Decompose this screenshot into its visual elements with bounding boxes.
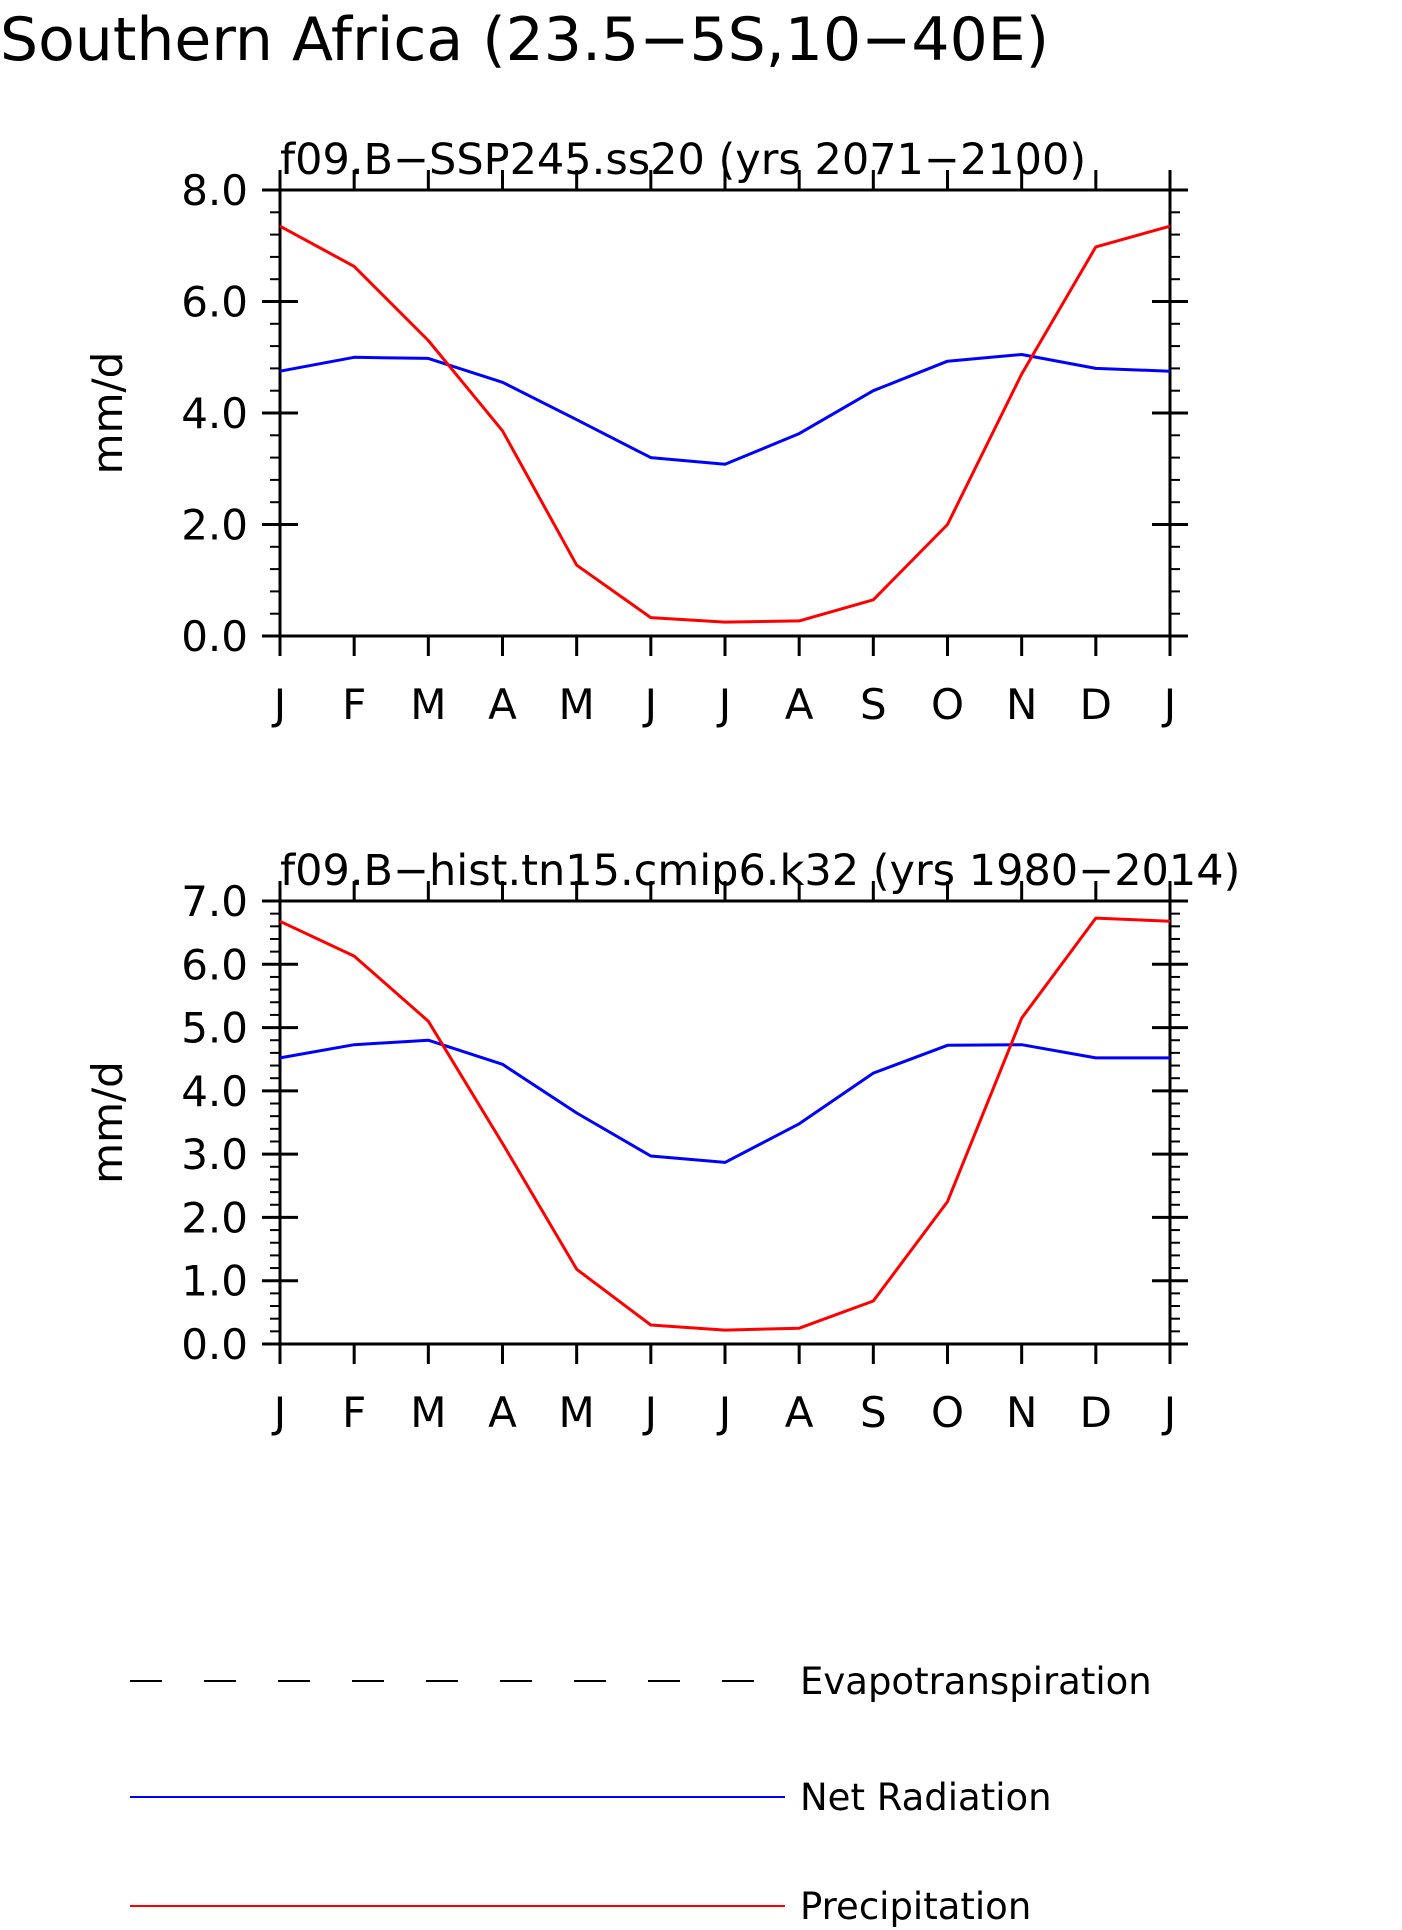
panel1-ytick-label: 5.0 bbox=[181, 1004, 248, 1053]
panel1-xtick-label: J bbox=[271, 1388, 286, 1437]
y-axis-label: mm/d bbox=[83, 352, 132, 475]
panel1-ytick-label: 1.0 bbox=[181, 1257, 248, 1306]
plot-frame bbox=[278, 899, 1172, 1346]
chart-title-ssp245: f09.B−SSP245.ss20 (yrs 2071−2100) bbox=[280, 135, 1086, 185]
panel0-xtick-label: M bbox=[559, 680, 595, 729]
series-line-precipitation bbox=[279, 224, 1171, 624]
series-line-net-radiation bbox=[279, 1038, 1170, 1164]
panel0-xtick-label: A bbox=[785, 680, 814, 729]
panel1-xtick-label: J bbox=[1161, 1388, 1176, 1437]
panel0-xtick-label: J bbox=[1161, 680, 1176, 729]
panel1-xtick-label: A bbox=[488, 1388, 517, 1437]
legend-item-net-radiation: Net Radiation bbox=[130, 1776, 1052, 1819]
panel0-ytick-label: 4.0 bbox=[181, 389, 248, 438]
panel0-xtick-label: J bbox=[642, 680, 657, 729]
series-line-net-radiation bbox=[279, 353, 1171, 466]
legend: Evapotranspiration Net Radiation Precipi… bbox=[130, 1660, 1152, 1928]
legend-item-evapotranspiration: Evapotranspiration bbox=[130, 1660, 1152, 1703]
panel1-xtick-label: J bbox=[716, 1388, 731, 1437]
panel0-xtick-label: N bbox=[1006, 680, 1037, 729]
legend-item-precipitation: Precipitation bbox=[130, 1885, 1031, 1928]
panel0-xtick-label: D bbox=[1080, 680, 1112, 729]
panel0-xtick-label: F bbox=[342, 680, 366, 729]
panel1-xtick-label: A bbox=[785, 1388, 814, 1437]
panel1-xtick-label: M bbox=[559, 1388, 595, 1437]
panel0-xtick-label: S bbox=[860, 680, 887, 729]
panel0-ytick-label: 6.0 bbox=[181, 278, 248, 327]
panel1-xtick-label: N bbox=[1006, 1388, 1037, 1437]
panel0-xtick-label: J bbox=[716, 680, 731, 729]
chart-title-historical: f09.B−hist.tn15.cmip6.k32 (yrs 1980−2014… bbox=[280, 846, 1240, 896]
panel1-ytick-label: 3.0 bbox=[181, 1130, 248, 1179]
panel0-xtick-label: A bbox=[488, 680, 517, 729]
panel1-ytick-label: 7.0 bbox=[181, 877, 248, 926]
panel0-ytick-label: 0.0 bbox=[181, 612, 248, 661]
panel1-ytick-label: 2.0 bbox=[181, 1193, 248, 1242]
panel0-ytick-label: 8.0 bbox=[181, 166, 248, 215]
plot-frame bbox=[278, 188, 1172, 638]
legend-label-net-radiation: Net Radiation bbox=[800, 1776, 1052, 1819]
legend-label-precipitation: Precipitation bbox=[800, 1885, 1031, 1928]
panel0-ytick-label: 2.0 bbox=[181, 501, 248, 550]
panel1-xtick-label: F bbox=[342, 1388, 366, 1437]
panel1-xtick-label: D bbox=[1080, 1388, 1112, 1437]
panel1-ytick-label: 4.0 bbox=[181, 1067, 248, 1116]
figure-title: Southern Africa (23.5−5S,10−40E) bbox=[0, 5, 1049, 75]
panel1-xtick-label: J bbox=[642, 1388, 657, 1437]
series-line-precipitation bbox=[279, 916, 1171, 1332]
panel0-xtick-label: J bbox=[271, 680, 286, 729]
panel1-ytick-label: 0.0 bbox=[181, 1320, 248, 1369]
y-axis-label: mm/d bbox=[83, 1061, 132, 1184]
chart-panel-ssp245: f09.B−SSP245.ss20 (yrs 2071−2100) 0.0 2.0 4… bbox=[83, 135, 1188, 729]
panel1-xtick-label: S bbox=[860, 1388, 887, 1437]
panel1-ytick-label: 6.0 bbox=[181, 940, 248, 989]
panel1-xtick-label: M bbox=[410, 1388, 446, 1437]
chart-panel-historical: f09.B−hist.tn15.cmip6.k32 (yrs 1980−2014… bbox=[83, 846, 1240, 1437]
panel0-xtick-label: M bbox=[410, 680, 446, 729]
legend-label-evapotranspiration: Evapotranspiration bbox=[800, 1660, 1152, 1703]
panel0-xtick-label: O bbox=[931, 680, 964, 729]
panel1-xtick-label: O bbox=[931, 1388, 964, 1437]
